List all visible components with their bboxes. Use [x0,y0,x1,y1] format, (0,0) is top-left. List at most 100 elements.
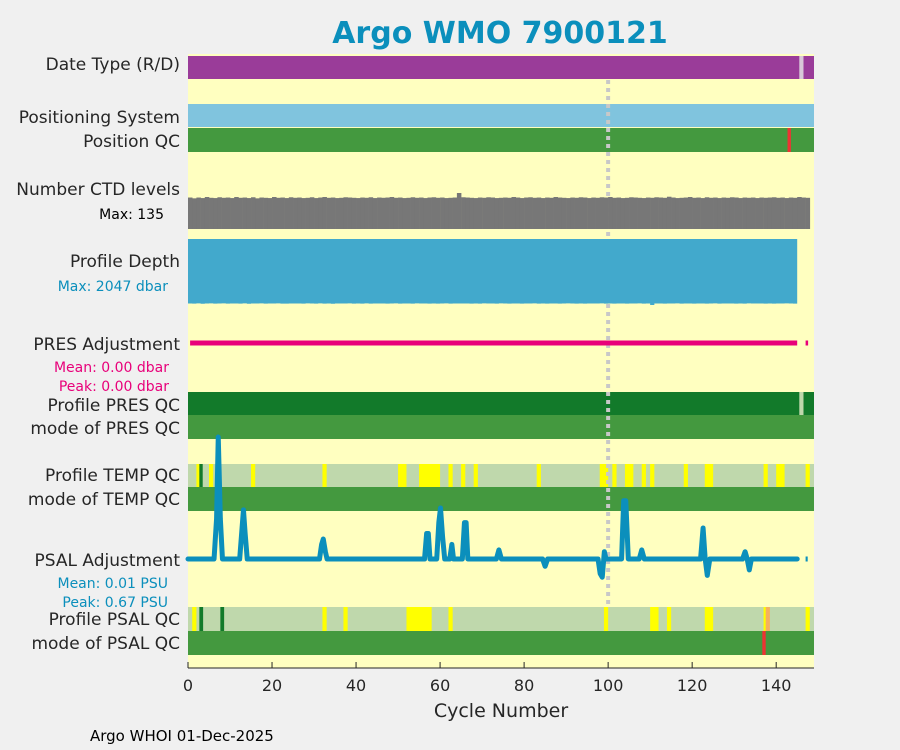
ctd-levels-bar [687,197,693,229]
ctd-levels-bar [578,197,584,229]
profile-temp-qc-yellow-mark [536,464,541,487]
ctd-levels-bar [788,197,794,229]
profile-psal-qc-yellow-mark [666,607,672,631]
profile-psal-qc-band [188,607,814,631]
ctd-levels-bar [335,198,340,229]
positioning-system-band [188,104,814,127]
ctd-levels-bar [272,197,277,229]
profile-temp-qc-yellow-mark [805,464,810,487]
ctd-levels-bar [797,197,802,229]
ctd-levels-bar [435,197,441,229]
x-tick-label: 80 [514,676,534,695]
ctd-levels-bar [419,197,424,229]
profile-psal-qc-yellow-mark [322,607,327,631]
mode-temp-qc-band [188,487,814,511]
profile-temp-qc-yellow-mark [599,464,609,487]
ctd-levels-bar [780,197,785,229]
ctd-levels-bar [620,198,626,229]
ctd-levels-bar [645,197,651,229]
profile-temp-qc-yellow-mark [763,464,768,487]
ctd-levels-bar [246,198,252,229]
ctd-levels-bar [650,197,655,229]
ctd-levels-bar [234,197,239,229]
ctd-levels-bar [746,197,752,229]
ctd-levels-bar [708,197,714,229]
ctd-levels-bar [402,198,407,229]
profile-temp-qc-yellow-mark [704,464,714,487]
ctd-levels-bar [532,197,538,229]
label-profile-temp-qc: Profile TEMP QC [45,466,180,486]
ctd-levels-bar [616,197,622,229]
ctd-levels-bar [469,197,474,229]
ctd-levels-bar [671,197,676,229]
profile-psal-qc-yellow-mark [448,607,453,631]
ctd-levels-bar [461,197,466,229]
profile-temp-qc-yellow-mark [461,464,466,487]
ctd-levels-bar [217,197,222,229]
label-max-ctd-levels: Max: 135 [99,207,164,223]
ctd-levels-bar [410,197,416,229]
label-positioning-system: Positioning System [19,108,180,128]
ctd-levels-bar [515,197,521,229]
profile-psal-qc-orange-mark [765,607,770,631]
ctd-levels-bar [188,197,193,229]
profile-psal-qc-good-mark [199,607,204,631]
ctd-levels-bar [528,197,533,229]
ctd-levels-bar [414,197,420,229]
chart-bands [188,56,814,655]
ctd-levels-bar [507,197,512,229]
ctd-levels-bar [675,198,680,229]
ctd-levels-bar [242,197,248,229]
ctd-levels-bar [767,197,773,229]
ctd-levels-bar [599,197,605,229]
profile-temp-qc-yellow-mark [419,464,441,487]
label-position-qc: Position QC [83,132,180,152]
ctd-levels-bar [511,197,517,229]
ctd-levels-bar [729,197,735,229]
ctd-levels-bar [440,197,445,229]
ctd-levels-bar [209,197,214,229]
ctd-levels-bar [381,197,386,229]
x-tick-label: 20 [262,676,282,695]
label-pres-peak: Peak: 0.00 dbar [59,379,169,395]
ctd-levels-bar [305,197,311,229]
ctd-levels-bar [347,197,353,229]
x-tick-label: 100 [593,676,624,695]
profile-temp-qc-yellow-mark [196,464,201,487]
ctd-levels-bar [738,198,743,229]
ctd-levels-bar [771,197,777,229]
ctd-levels-bar [238,197,243,229]
ctd-levels-bar [503,197,508,229]
profile-depth-area [188,239,798,305]
ctd-levels-bar [704,197,710,229]
ctd-levels-bar [557,197,563,229]
ctd-levels-bar [351,197,357,229]
x-tick-label: 0 [183,676,193,695]
profile-psal-qc-yellow-mark [805,607,810,631]
x-tick-label: 120 [677,676,708,695]
profile-temp-qc-yellow-mark [641,464,646,487]
x-tick-label: 60 [430,676,450,695]
ctd-levels-bar [326,197,332,229]
profile-temp-qc-band [188,464,814,487]
ctd-levels-bar [330,197,336,229]
ctd-levels-bar [276,197,281,229]
x-tick-label: 140 [761,676,792,695]
ctd-levels-bar [482,197,487,229]
ctd-levels-bar [658,197,664,229]
data-type-realtime-mark [799,56,804,79]
ctd-levels-bar [490,197,495,229]
ctd-levels-bar [221,197,227,229]
ctd-levels-bar [448,197,453,229]
ctd-levels-bar [763,197,769,229]
ctd-levels-bar [494,198,500,229]
profile-temp-qc-yellow-mark [650,464,655,487]
mode-psal-qc-bad-mark [762,631,766,655]
profile-temp-qc-yellow-mark [209,464,214,487]
ctd-levels-bar [574,197,580,229]
ctd-levels-bar [612,197,617,229]
profile-temp-qc-yellow-mark [322,464,327,487]
ctd-levels-bar [595,197,601,229]
ctd-levels-bar [393,197,399,229]
ctd-levels-bar [389,197,395,229]
